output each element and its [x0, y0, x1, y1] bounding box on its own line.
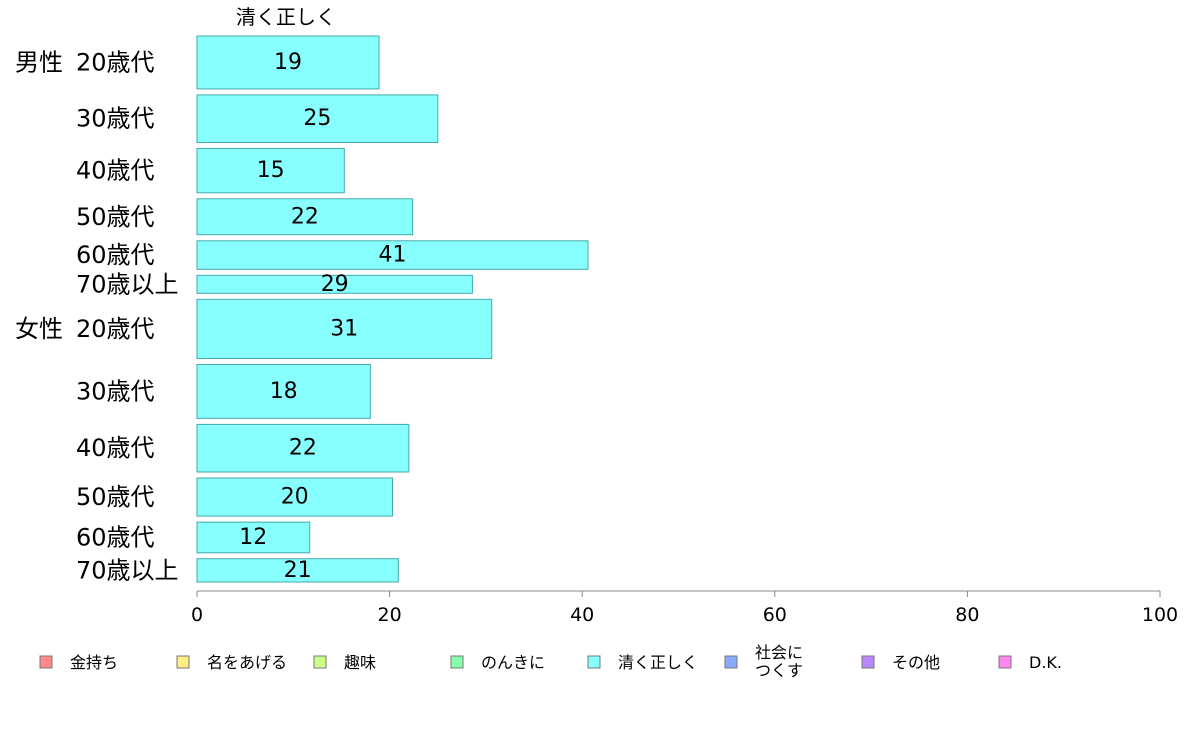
x-tick-label: 100 — [1142, 604, 1178, 626]
bar — [196, 198, 414, 236]
category-label: 70歳以上 — [76, 556, 179, 584]
data-label: 31 — [330, 316, 358, 341]
data-label: 12 — [239, 525, 267, 550]
bar — [196, 521, 311, 554]
data-label: 15 — [257, 158, 285, 183]
group-label: 女性 — [15, 315, 63, 343]
x-tick-label: 40 — [570, 604, 594, 626]
legend-swatch — [313, 655, 327, 669]
data-label: 29 — [321, 272, 349, 297]
category-label: 30歳代 — [76, 105, 155, 133]
legend-label: 社会につくす — [755, 643, 803, 680]
category-label: 60歳代 — [76, 523, 155, 551]
category-label: 20歳代 — [76, 48, 155, 76]
legend-swatch — [39, 655, 53, 669]
category-label: 20歳代 — [76, 315, 155, 343]
x-tick-label: 0 — [191, 604, 203, 626]
group-label: 男性 — [15, 48, 63, 76]
legend-swatch — [176, 655, 190, 669]
data-label: 25 — [303, 106, 331, 131]
legend-label: 名をあげる — [207, 653, 287, 672]
bar — [196, 240, 589, 270]
data-label: 22 — [289, 436, 317, 461]
data-label: 19 — [274, 50, 302, 75]
legend-label: 金持ち — [70, 653, 118, 672]
category-label: 70歳以上 — [76, 270, 179, 298]
legend-swatch — [450, 655, 464, 669]
legend-swatch — [587, 655, 601, 669]
bar — [196, 298, 493, 359]
series-header: 清く正しく — [236, 5, 336, 29]
bar — [196, 274, 473, 294]
data-label: 41 — [379, 243, 407, 268]
data-label: 21 — [284, 558, 312, 583]
legend-swatch — [724, 655, 738, 669]
bar — [196, 364, 371, 419]
bar — [196, 94, 439, 143]
bar — [196, 477, 393, 517]
category-label: 60歳代 — [76, 241, 155, 269]
category-label: 50歳代 — [76, 203, 155, 231]
legend-label: その他 — [892, 653, 940, 672]
bar — [196, 558, 399, 583]
data-label: 18 — [270, 379, 298, 404]
data-label: 20 — [281, 485, 309, 510]
legend-label: D.K. — [1029, 653, 1062, 672]
legend-label: 趣味 — [344, 653, 376, 672]
legend-swatch — [998, 655, 1012, 669]
category-label: 50歳代 — [76, 483, 155, 511]
legend-swatch — [861, 655, 875, 669]
x-tick-label: 20 — [378, 604, 402, 626]
x-tick-label: 80 — [955, 604, 979, 626]
bar — [196, 147, 345, 194]
category-label: 30歳代 — [76, 378, 155, 406]
bar — [196, 35, 380, 90]
data-label: 22 — [291, 204, 319, 229]
legend-label: 清く正しく — [618, 653, 698, 672]
x-tick-label: 60 — [763, 604, 787, 626]
bar — [196, 423, 410, 473]
legend-label: のんきに — [481, 653, 545, 672]
category-label: 40歳代 — [76, 157, 155, 185]
category-label: 40歳代 — [76, 434, 155, 462]
